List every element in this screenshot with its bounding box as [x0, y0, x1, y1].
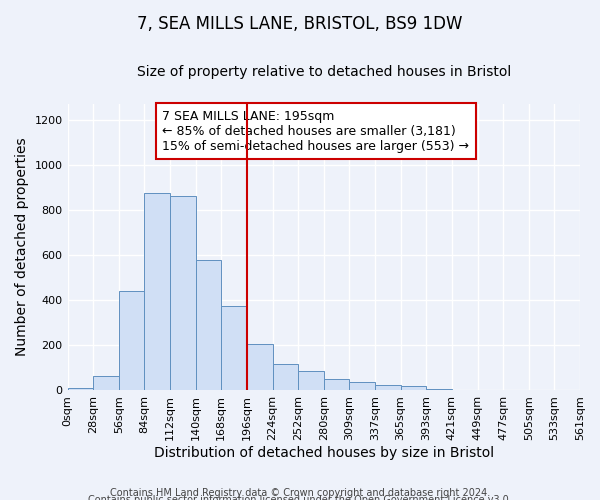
Bar — [145, 193, 170, 390]
Bar — [401, 386, 426, 390]
Bar — [93, 376, 119, 390]
Bar — [298, 372, 324, 390]
Bar — [375, 386, 401, 390]
Bar — [349, 382, 375, 390]
Text: 7 SEA MILLS LANE: 195sqm
← 85% of detached houses are smaller (3,181)
15% of sem: 7 SEA MILLS LANE: 195sqm ← 85% of detach… — [163, 110, 469, 152]
Y-axis label: Number of detached properties: Number of detached properties — [15, 138, 29, 356]
Bar — [68, 388, 93, 390]
Bar — [221, 306, 247, 390]
Bar — [272, 364, 298, 390]
Bar — [247, 344, 272, 390]
Bar — [119, 291, 145, 390]
Text: Contains HM Land Registry data © Crown copyright and database right 2024.: Contains HM Land Registry data © Crown c… — [110, 488, 490, 498]
X-axis label: Distribution of detached houses by size in Bristol: Distribution of detached houses by size … — [154, 446, 494, 460]
Title: Size of property relative to detached houses in Bristol: Size of property relative to detached ho… — [137, 65, 511, 79]
Bar — [170, 196, 196, 390]
Text: 7, SEA MILLS LANE, BRISTOL, BS9 1DW: 7, SEA MILLS LANE, BRISTOL, BS9 1DW — [137, 15, 463, 33]
Bar — [324, 378, 349, 390]
Bar — [196, 260, 221, 390]
Text: Contains public sector information licensed under the Open Government Licence v3: Contains public sector information licen… — [88, 495, 512, 500]
